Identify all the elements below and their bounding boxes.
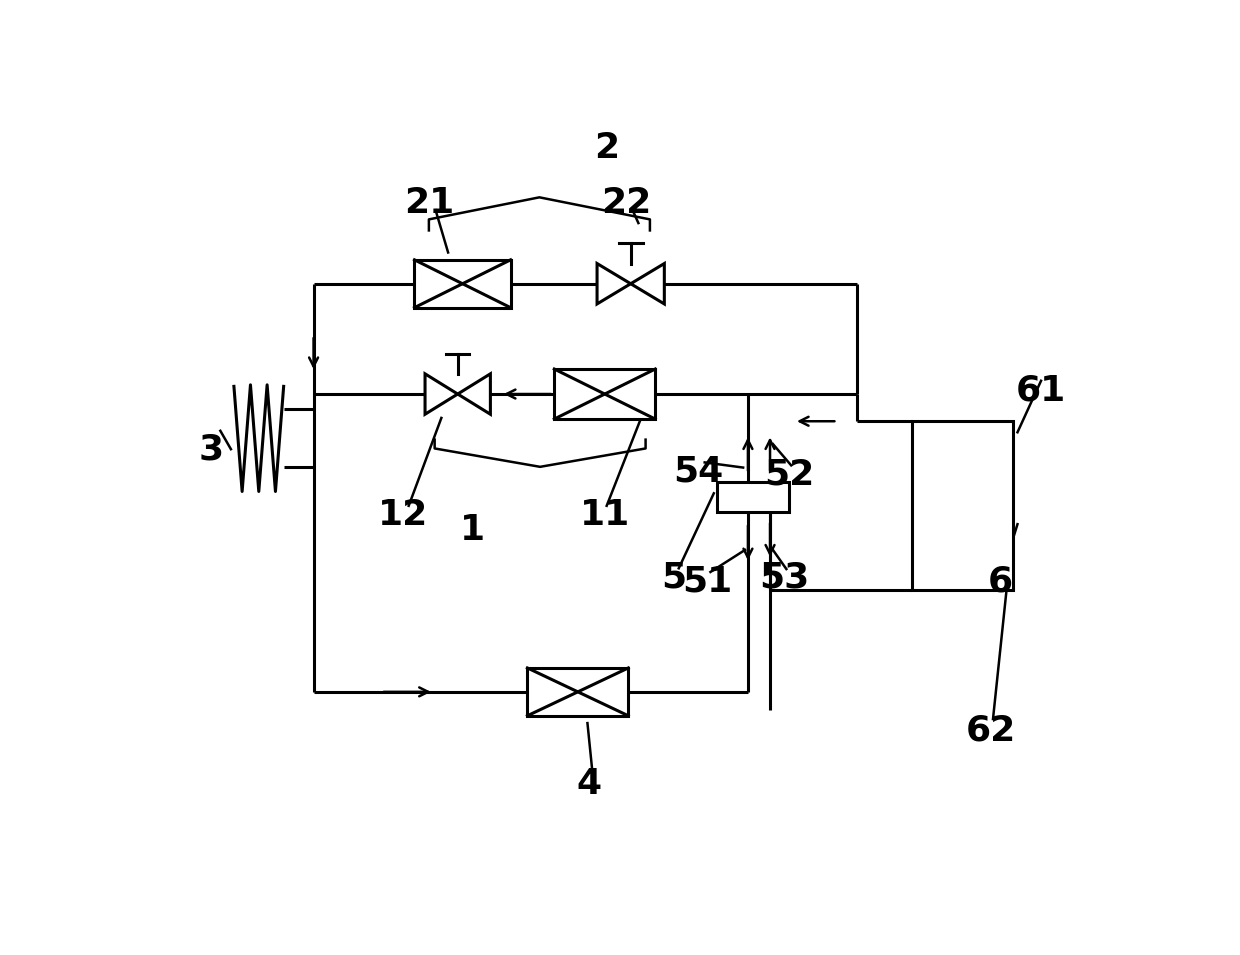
- Text: 22: 22: [600, 186, 651, 220]
- Bar: [527, 668, 629, 715]
- Polygon shape: [425, 373, 458, 414]
- Polygon shape: [458, 373, 490, 414]
- Text: 5: 5: [661, 561, 687, 595]
- Text: 1: 1: [460, 513, 485, 547]
- Text: 51: 51: [682, 564, 733, 599]
- Text: 6: 6: [988, 564, 1013, 599]
- Text: 11: 11: [579, 499, 630, 532]
- Bar: [911, 421, 1013, 590]
- Text: 62: 62: [966, 713, 1017, 748]
- Bar: [554, 369, 655, 419]
- Text: 4: 4: [577, 767, 601, 801]
- Polygon shape: [596, 264, 631, 304]
- Text: 2: 2: [594, 131, 619, 164]
- Polygon shape: [631, 264, 665, 304]
- Text: 61: 61: [1016, 373, 1066, 408]
- Text: 12: 12: [378, 499, 428, 532]
- Bar: [717, 482, 789, 512]
- Bar: [414, 260, 511, 308]
- Text: 54: 54: [673, 455, 723, 488]
- Text: 53: 53: [759, 561, 810, 595]
- Text: 3: 3: [198, 433, 223, 466]
- Text: 52: 52: [764, 457, 815, 492]
- Text: 21: 21: [404, 186, 454, 220]
